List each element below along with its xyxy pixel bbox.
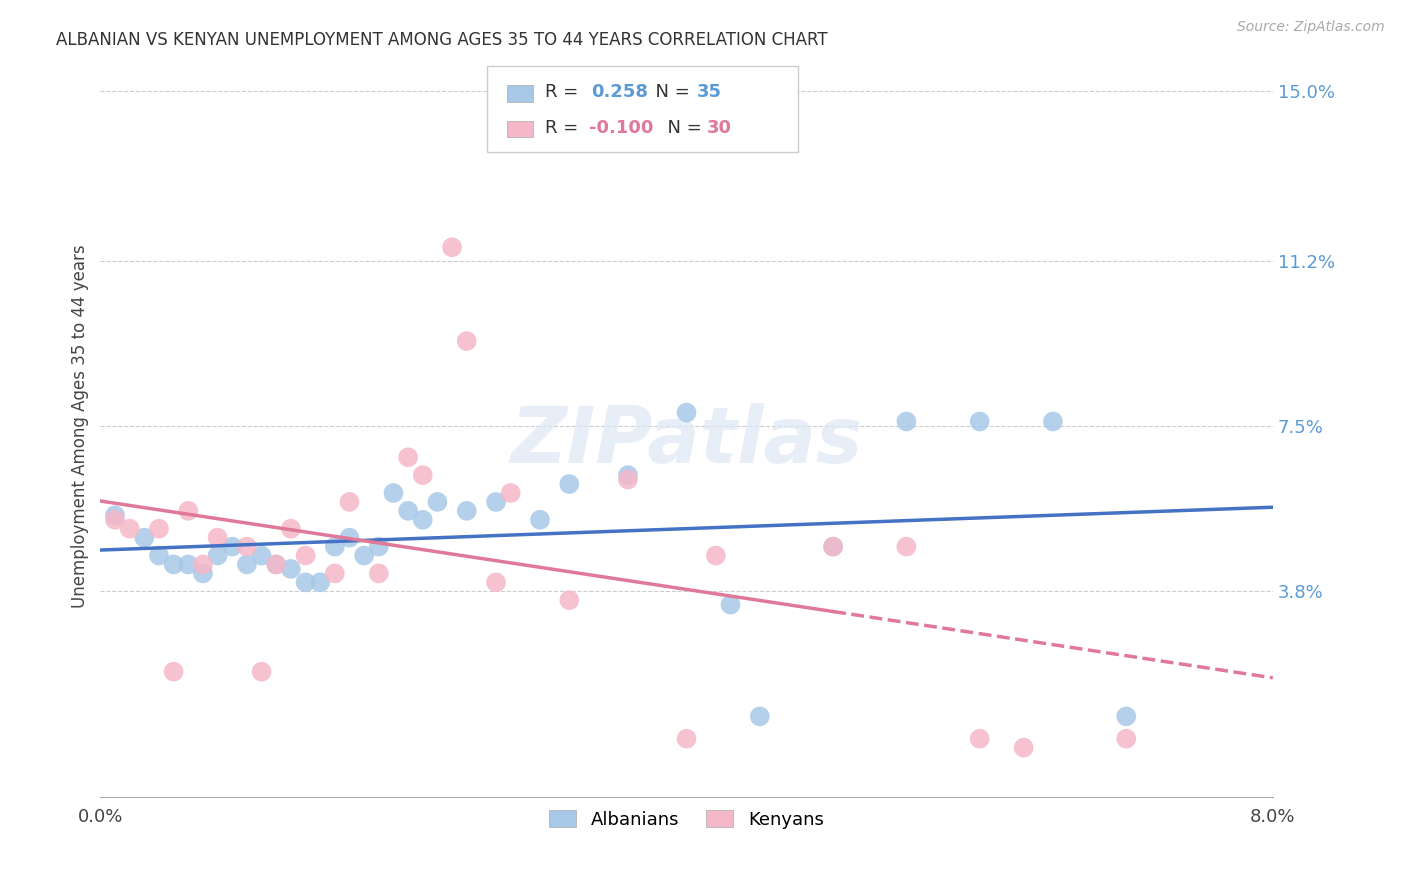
FancyBboxPatch shape (488, 66, 799, 152)
Point (118, 522, 141, 536)
Point (236, 540, 259, 554)
Point (191, 566, 214, 581)
Point (1115, 731, 1137, 746)
FancyBboxPatch shape (508, 121, 533, 137)
Point (969, 415, 991, 429)
Point (382, 486, 405, 500)
Point (280, 562, 302, 576)
Point (823, 540, 845, 554)
Point (617, 468, 640, 483)
Point (294, 575, 316, 590)
Point (250, 549, 273, 563)
Text: R =: R = (544, 119, 583, 136)
Point (1012, 740, 1035, 755)
Point (748, 709, 770, 723)
Point (396, 504, 419, 518)
Point (441, 240, 464, 254)
Point (162, 665, 184, 679)
Point (309, 575, 332, 590)
Point (294, 549, 316, 563)
Y-axis label: Unemployment Among Ages 35 to 44 years: Unemployment Among Ages 35 to 44 years (72, 244, 89, 607)
Point (485, 575, 508, 590)
Text: R =: R = (544, 83, 583, 101)
Point (148, 549, 170, 563)
Point (207, 549, 229, 563)
Point (191, 558, 214, 572)
Point (221, 540, 243, 554)
Point (412, 468, 434, 483)
Point (280, 522, 302, 536)
Point (675, 406, 697, 420)
Point (177, 504, 200, 518)
Text: -0.100: -0.100 (589, 119, 654, 136)
Point (353, 549, 375, 563)
Text: Source: ZipAtlas.com: Source: ZipAtlas.com (1237, 20, 1385, 34)
Point (675, 731, 697, 746)
Point (485, 495, 508, 509)
Point (499, 486, 522, 500)
Point (704, 549, 727, 563)
Point (896, 540, 918, 554)
Point (148, 522, 170, 536)
Point (456, 504, 478, 518)
Point (367, 540, 389, 554)
Point (236, 558, 259, 572)
Text: 30: 30 (706, 119, 731, 136)
Legend: Albanians, Kenyans: Albanians, Kenyans (543, 804, 831, 836)
Point (412, 513, 434, 527)
Point (1115, 709, 1137, 723)
Point (323, 566, 346, 581)
Point (104, 513, 127, 527)
Point (207, 531, 229, 545)
Point (367, 566, 389, 581)
Point (264, 558, 287, 572)
FancyBboxPatch shape (508, 86, 533, 102)
Point (558, 593, 581, 607)
Point (323, 540, 346, 554)
Text: N =: N = (657, 119, 707, 136)
Point (250, 665, 273, 679)
Text: ZIPatlas: ZIPatlas (510, 403, 863, 479)
Point (529, 513, 551, 527)
Text: N =: N = (644, 83, 696, 101)
Text: 0.258: 0.258 (592, 83, 648, 101)
Text: 35: 35 (697, 83, 723, 101)
Point (1042, 415, 1064, 429)
Point (339, 531, 361, 545)
Point (426, 495, 449, 509)
Point (617, 473, 640, 487)
Point (162, 558, 184, 572)
Point (896, 415, 918, 429)
Point (720, 598, 742, 612)
Point (969, 731, 991, 746)
Point (456, 334, 478, 348)
Point (396, 450, 419, 465)
Point (104, 508, 127, 523)
Point (558, 477, 581, 491)
Text: ALBANIAN VS KENYAN UNEMPLOYMENT AMONG AGES 35 TO 44 YEARS CORRELATION CHART: ALBANIAN VS KENYAN UNEMPLOYMENT AMONG AG… (56, 31, 828, 49)
Point (134, 531, 156, 545)
Point (339, 495, 361, 509)
Point (264, 558, 287, 572)
Point (823, 540, 845, 554)
Point (177, 558, 200, 572)
